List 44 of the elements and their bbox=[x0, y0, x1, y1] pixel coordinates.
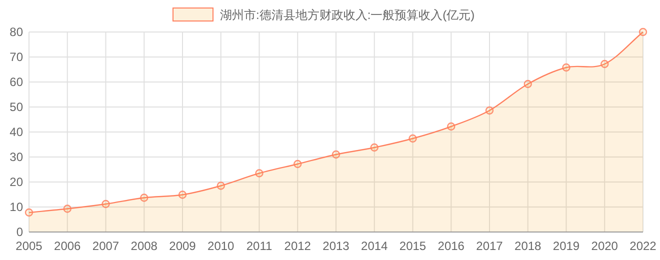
x-tick-label: 2018 bbox=[514, 239, 542, 253]
y-tick-label: 20 bbox=[10, 175, 24, 189]
y-tick-label: 30 bbox=[10, 150, 24, 164]
y-tick-label: 10 bbox=[10, 200, 24, 214]
point bbox=[485, 106, 494, 115]
point bbox=[370, 143, 378, 152]
x-tick-label: 2022 bbox=[630, 239, 657, 253]
y-tick-label: 0 bbox=[16, 225, 24, 239]
legend-label: 湖州市:德清县地方财政收入:一般预算收入(亿元) bbox=[220, 8, 475, 22]
y-tick-label: 50 bbox=[10, 100, 24, 114]
y-tick-label: 40 bbox=[10, 125, 24, 139]
point bbox=[255, 169, 264, 178]
x-tick-label: 2006 bbox=[54, 239, 82, 253]
point bbox=[140, 194, 148, 202]
point bbox=[216, 182, 225, 190]
x-tick-label: 2010 bbox=[208, 239, 235, 253]
point bbox=[102, 200, 110, 208]
point bbox=[638, 28, 648, 36]
x-tick-label: 2014 bbox=[361, 239, 388, 253]
x-tick-label: 2007 bbox=[92, 239, 120, 253]
y-tick-label: 80 bbox=[10, 25, 24, 39]
x-tick-label: 2019 bbox=[552, 239, 580, 253]
x-tick-label: 2011 bbox=[246, 239, 272, 253]
point bbox=[408, 134, 417, 143]
point bbox=[447, 122, 456, 131]
x-tick-label: 2013 bbox=[322, 239, 350, 253]
x-tick-label: 2015 bbox=[399, 239, 426, 253]
x-tick-label: 2008 bbox=[130, 239, 158, 253]
point bbox=[562, 63, 570, 72]
x-tick-label: 2016 bbox=[438, 239, 465, 253]
x-tick-label: 2017 bbox=[476, 239, 504, 253]
x-tick-label: 2005 bbox=[16, 239, 43, 253]
point bbox=[24, 208, 34, 217]
point bbox=[294, 160, 302, 168]
y-tick-label: 60 bbox=[10, 75, 24, 89]
point bbox=[524, 80, 532, 88]
point bbox=[178, 190, 187, 199]
x-tick-label: 2020 bbox=[591, 239, 618, 253]
y-tick-label: 70 bbox=[10, 50, 24, 64]
point bbox=[332, 150, 340, 159]
point bbox=[63, 204, 72, 213]
x-tick-label: 2009 bbox=[169, 239, 196, 253]
x-tick-label: 2012 bbox=[284, 239, 312, 253]
point bbox=[600, 60, 609, 68]
